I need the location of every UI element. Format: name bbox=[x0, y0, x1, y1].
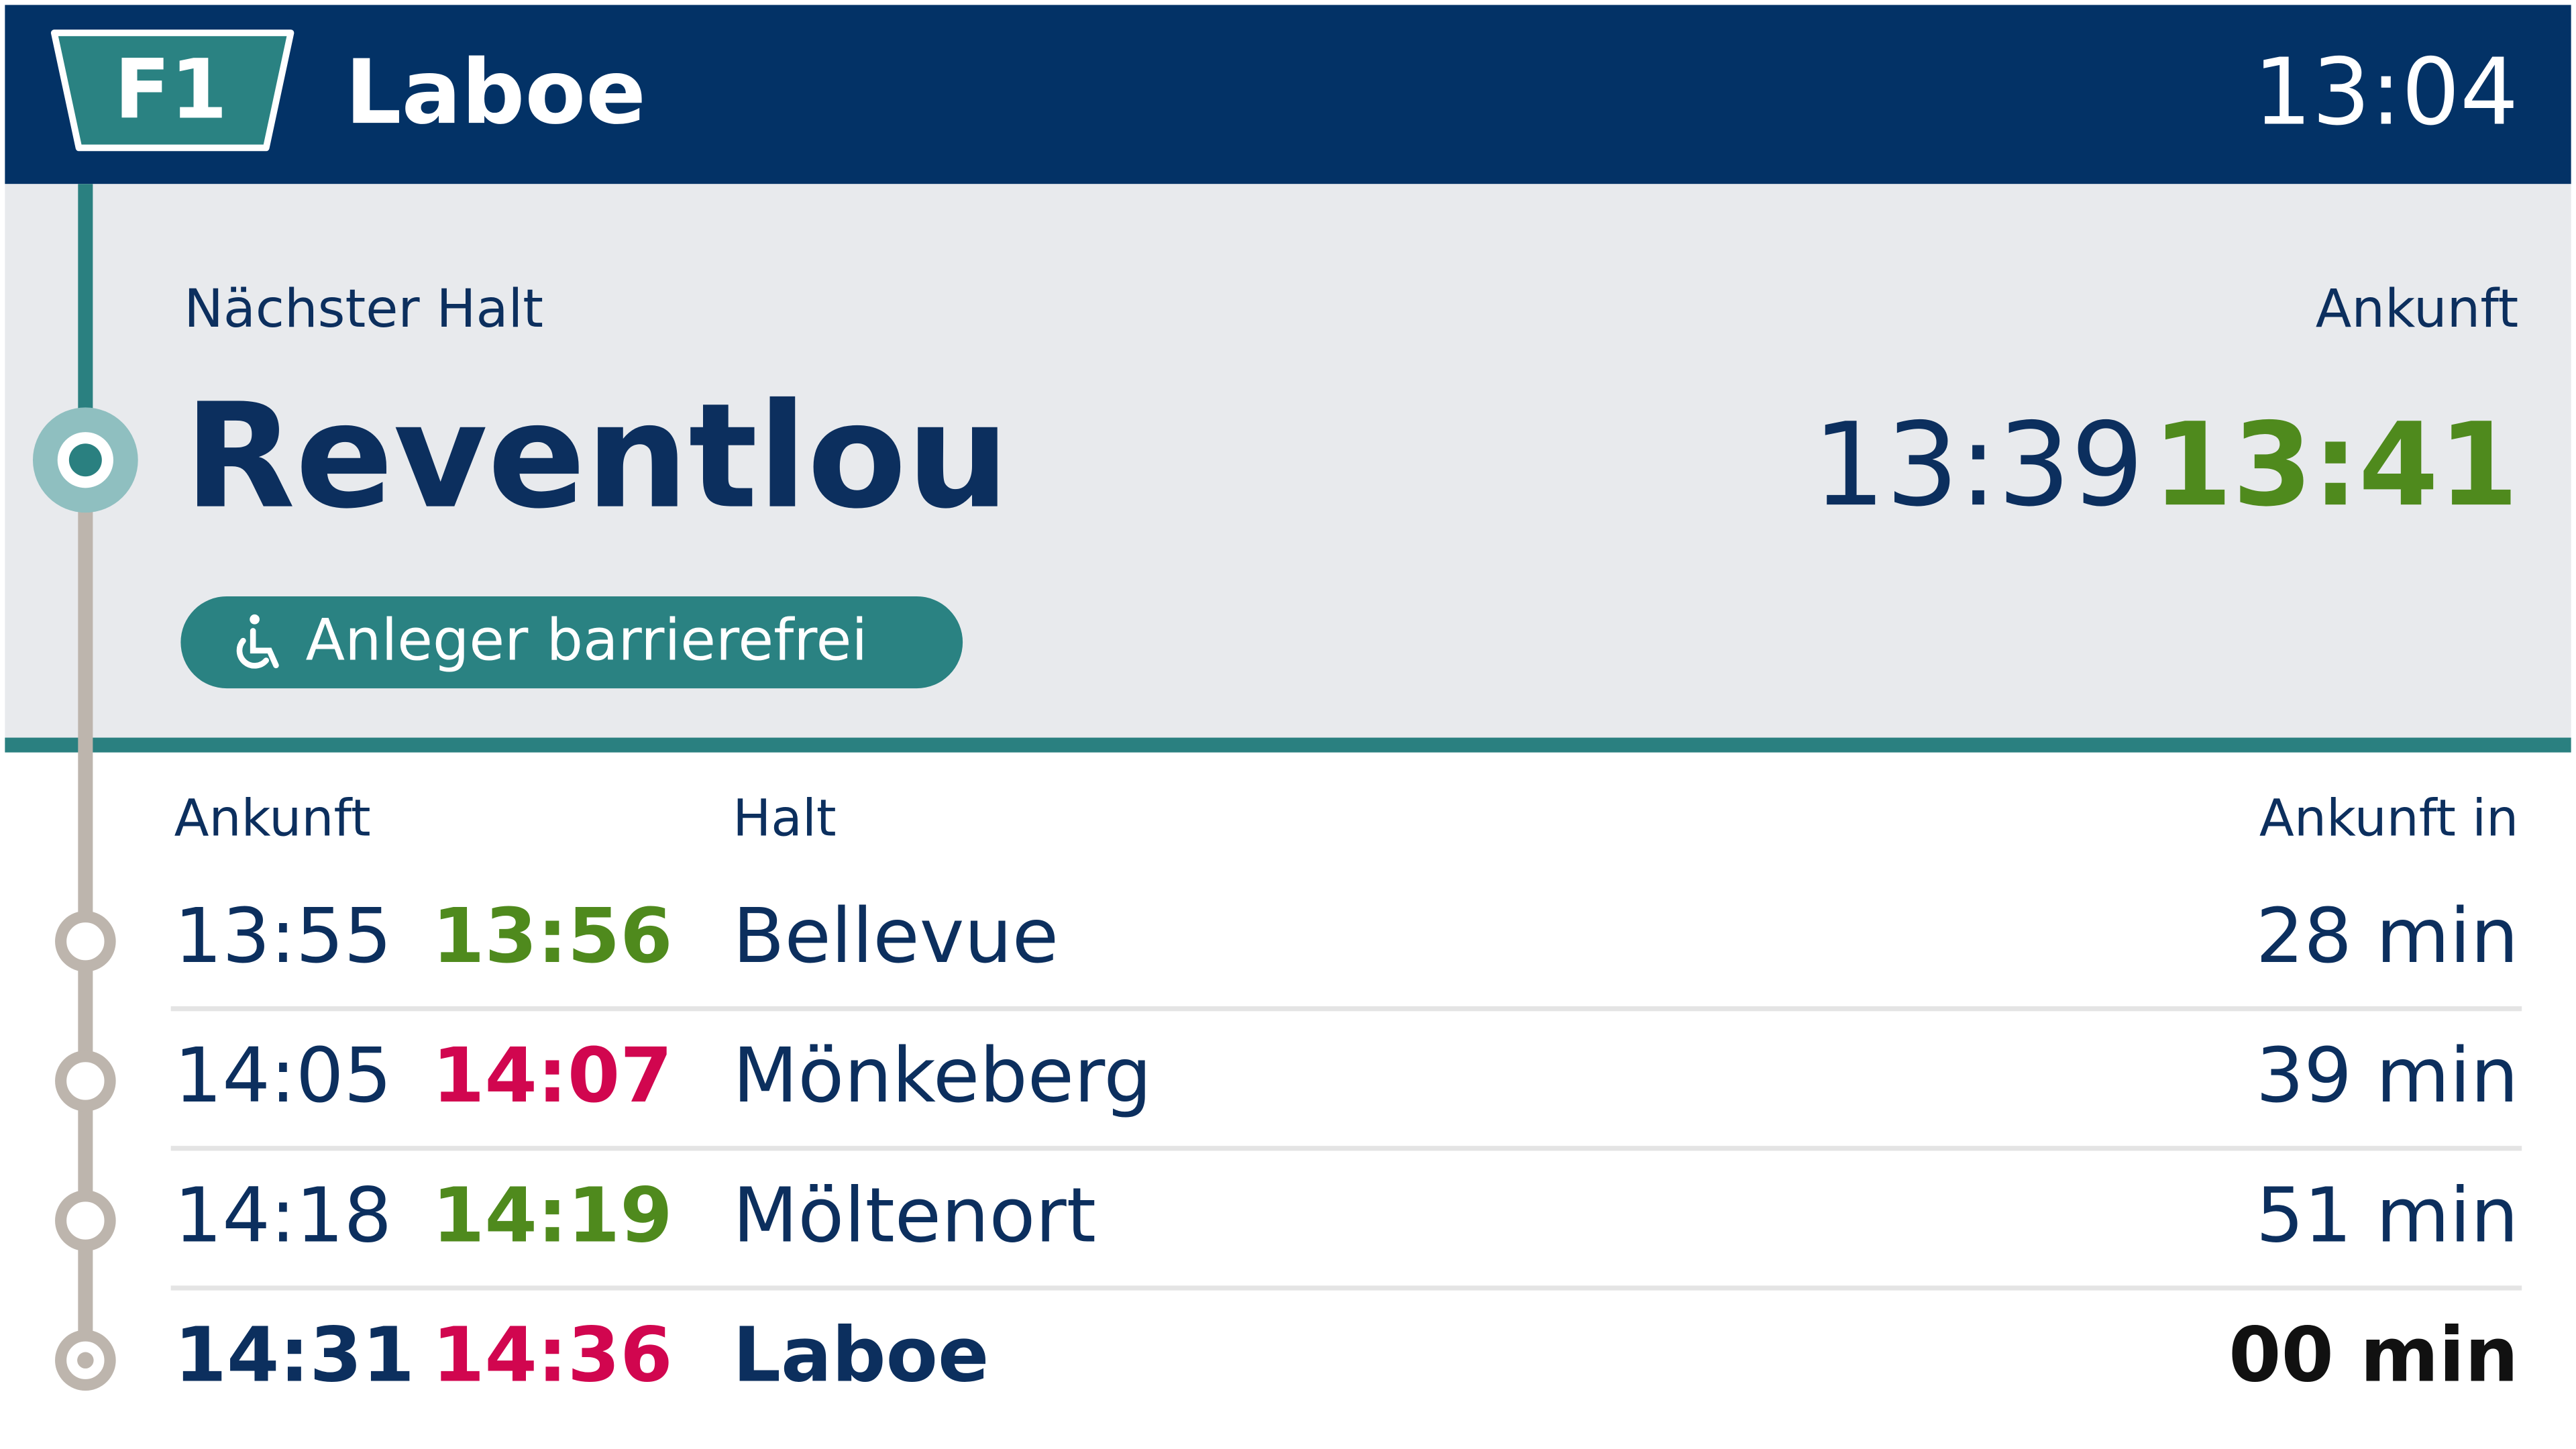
clock: 13:04 bbox=[2253, 40, 2518, 146]
line-badge bbox=[50, 30, 294, 152]
wheelchair-icon bbox=[236, 614, 279, 669]
column-header: Ankunft bbox=[174, 788, 371, 847]
expected-time: 13:41 bbox=[2153, 398, 2519, 532]
stop-marker bbox=[55, 910, 116, 972]
column-header: Halt bbox=[733, 788, 836, 847]
line-number: F1 bbox=[114, 42, 227, 138]
stop-marker-dot bbox=[77, 1352, 94, 1368]
destination: Laboe bbox=[345, 41, 646, 144]
arrival-in: 51 min bbox=[2256, 1171, 2519, 1259]
stop-name: Laboe bbox=[733, 1311, 989, 1399]
scheduled-time: 14:18 bbox=[174, 1171, 392, 1259]
header-bar bbox=[5, 5, 2571, 184]
arrival-in: 28 min bbox=[2256, 892, 2519, 980]
current-stop-dot bbox=[68, 443, 102, 477]
expected-time: 14:19 bbox=[432, 1171, 673, 1259]
expected-time: 14:07 bbox=[432, 1031, 673, 1120]
next-stop-name: Reventlou bbox=[184, 372, 1010, 541]
scheduled-time: 14:31 bbox=[174, 1311, 415, 1399]
column-header: Ankunft in bbox=[2259, 788, 2518, 847]
scheduled-time: 13:39 bbox=[1813, 398, 2144, 532]
stop-marker bbox=[55, 1190, 116, 1251]
scheduled-time: 13:55 bbox=[174, 892, 392, 980]
expected-time: 13:56 bbox=[432, 892, 673, 980]
stop-marker bbox=[55, 1051, 116, 1112]
expected-time: 14:36 bbox=[432, 1311, 673, 1399]
stop-name: Möltenort bbox=[733, 1171, 1096, 1259]
accessibility-text: Anleger barrierefrei bbox=[306, 606, 868, 674]
next-stop-label: Nächster Halt bbox=[184, 278, 543, 339]
scheduled-time: 14:05 bbox=[174, 1031, 392, 1120]
arrival-in: 39 min bbox=[2256, 1031, 2519, 1120]
accessibility-pill bbox=[180, 596, 963, 689]
panel-divider bbox=[5, 737, 2571, 753]
arrival-label: Ankunft bbox=[2316, 278, 2519, 339]
stop-name: Mönkeberg bbox=[733, 1031, 1152, 1120]
stop-name: Bellevue bbox=[733, 892, 1059, 980]
arrival-in: 00 min bbox=[2229, 1311, 2518, 1399]
